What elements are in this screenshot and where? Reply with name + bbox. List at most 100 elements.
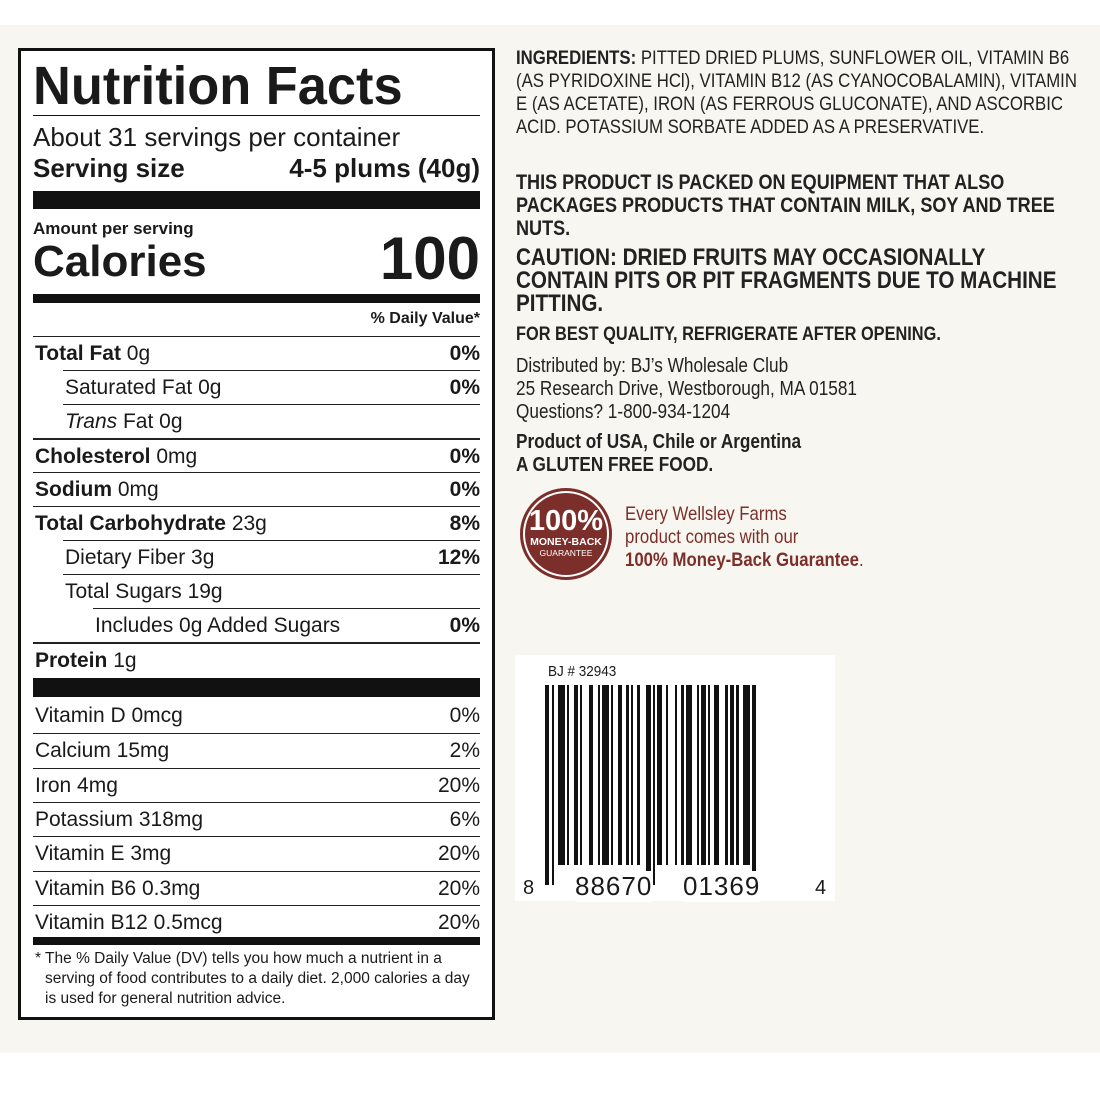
nutrient-row-sodium: Sodium 0mg 0% <box>33 472 480 507</box>
nutrient-dv: 0% <box>449 376 480 399</box>
nutrient-name: Total Fat <box>35 342 121 365</box>
guarantee-end: . <box>858 549 864 571</box>
daily-value-header: % Daily Value* <box>370 310 480 327</box>
nutrient-name-suffix: Fat <box>122 410 154 433</box>
ingredients-text: PITTED DRIED PLUMS, SUNFLOWER OIL, VITAM… <box>516 47 1077 138</box>
nutrient-name: Dietary Fiber <box>65 546 186 569</box>
storage-statement: FOR BEST QUALITY, REFRIGERATE AFTER OPEN… <box>516 323 1086 346</box>
amount-per-serving: Amount per serving <box>33 219 194 238</box>
barcode: BJ # 32943 8 88670 01369 4 <box>515 655 835 902</box>
nutrient-name: Total Sugars <box>65 580 182 603</box>
vitamin-row: Vitamin B6 0.3mg 20% <box>33 870 480 906</box>
nutrient-amount: 0g <box>126 342 151 365</box>
storage-text: FOR BEST QUALITY, REFRIGERATE AFTER OPEN… <box>516 324 941 345</box>
badge-line1: MONEY-BACK <box>530 536 602 548</box>
ingredients-label: INGREDIENTS: <box>516 47 637 69</box>
barcode-bar <box>707 685 710 865</box>
vitamin-name: Vitamin E 3mg <box>35 842 172 866</box>
nutrient-row-total-fat: Total Fat 0g 0% <box>33 336 480 371</box>
barcode-bar <box>736 685 739 865</box>
barcode-bar <box>589 685 594 865</box>
barcode-bar <box>674 685 677 865</box>
nutrient-row-total-sugars: Total Sugars 19g <box>63 574 480 609</box>
nutrient-name: Sodium <box>35 478 112 501</box>
medium-divider <box>33 937 480 945</box>
barcode-bar <box>573 685 578 865</box>
nutrient-amount: 0g <box>159 410 183 433</box>
money-back-guarantee-badge: 100% MONEY-BACK GUARANTEE <box>520 488 612 580</box>
vitamin-dv: 6% <box>449 807 480 831</box>
distributor-name: Distributed by: BJ’s Wholesale Club <box>516 355 789 377</box>
nutrient-amount: 19g <box>187 580 223 603</box>
barcode-bar <box>558 685 565 865</box>
vitamin-row: Potassium 318mg 6% <box>33 801 480 837</box>
barcode-bar <box>751 685 757 885</box>
nutrient-dv: 8% <box>449 512 480 535</box>
barcode-bar <box>685 685 693 865</box>
badge-line2: GUARANTEE <box>539 548 593 558</box>
guarantee-text: Every Wellsley Farms product comes with … <box>625 503 1100 572</box>
nutrient-name: Protein <box>35 649 108 672</box>
nutrient-amount: 0g <box>198 376 222 399</box>
barcode-bar <box>551 685 554 885</box>
footnote: * The % Daily Value (DV) tells you how m… <box>35 950 470 1007</box>
barcode-bar <box>743 685 750 865</box>
vitamin-row: Iron 4mg 20% <box>33 767 480 803</box>
calories-label: Calories <box>33 237 207 286</box>
vitamin-name: Vitamin D 0mcg <box>35 704 183 727</box>
nutrient-dv: 0% <box>449 614 480 637</box>
nutrient-amount: 0mg <box>156 445 198 468</box>
barcode-bar <box>681 685 684 865</box>
badge-percent: 100% <box>528 505 604 537</box>
nutrient-name: Total Carbohydrate <box>35 512 226 535</box>
barcode-bar <box>714 685 719 865</box>
vitamin-name: Iron 4mg <box>35 773 118 797</box>
nutrient-dv: 0% <box>449 342 480 365</box>
vitamin-row: Calcium 15mg 2% <box>33 733 480 768</box>
calories-value: 100 <box>379 225 480 292</box>
serving-size-label: Serving size <box>33 153 185 183</box>
distributor: Distributed by: BJ’s Wholesale Club 25 R… <box>516 355 1086 424</box>
vitamin-dv: 0% <box>449 704 480 727</box>
guarantee-bold: 100% Money-Back Guarantee <box>625 549 859 571</box>
barcode-bar <box>646 685 651 885</box>
nutrient-row-trans-fat: Trans Fat 0g <box>63 404 480 439</box>
item-number: BJ # 32943 <box>548 663 617 680</box>
divider <box>33 115 480 116</box>
origin-text: Product of USA, Chile or Argentina <box>516 431 802 453</box>
barcode-bar <box>545 685 550 885</box>
barcode-bar <box>611 685 614 865</box>
vitamin-name: Calcium 15mg <box>35 739 170 763</box>
nutrient-dv: 0% <box>449 445 480 468</box>
nutrient-dv: 12% <box>437 546 480 569</box>
barcode-group2: 01369 <box>683 871 761 902</box>
gluten-free-text: A GLUTEN FREE FOOD. <box>516 454 714 476</box>
vitamin-row: Vitamin E 3mg 20% <box>33 836 480 871</box>
allergen-statement: THIS PRODUCT IS PACKED ON EQUIPMENT THAT… <box>516 171 1086 240</box>
thick-divider <box>33 191 480 209</box>
nutrient-row-cholesterol: Cholesterol 0mg 0% <box>33 438 480 474</box>
nutrient-amount: 0mg <box>117 478 159 501</box>
nutrient-row-dietary-fiber: Dietary Fiber 3g 12% <box>63 540 480 575</box>
nutrient-name: Cholesterol <box>35 445 151 468</box>
barcode-bar <box>725 685 728 865</box>
barcode-bar <box>729 685 735 865</box>
nutrient-name: Includes 0g Added Sugars <box>95 614 341 637</box>
barcode-bar <box>602 685 609 865</box>
origin: Product of USA, Chile or Argentina A GLU… <box>516 431 1086 477</box>
barcode-digit-left: 8 <box>523 877 535 899</box>
vitamin-name: Potassium 318mg <box>35 807 204 831</box>
barcode-bar <box>657 685 662 865</box>
barcode-bar <box>617 685 622 865</box>
barcode-digit-right: 4 <box>815 877 827 899</box>
nutrient-name: Trans <box>65 410 118 433</box>
barcode-bar <box>626 685 629 865</box>
caution-text: CAUTION: DRIED FRUITS MAY OCCASIONALLY C… <box>516 244 1057 317</box>
nutrient-amount: 3g <box>191 546 215 569</box>
caution-statement: CAUTION: DRIED FRUITS MAY OCCASIONALLY C… <box>516 244 1086 317</box>
barcode-bar <box>666 685 669 865</box>
vitamin-row: Vitamin D 0mcg 0% <box>33 699 480 733</box>
nutrient-row-added-sugars: Includes 0g Added Sugars 0% <box>93 608 480 643</box>
vitamin-dv: 2% <box>449 739 480 763</box>
ingredients: INGREDIENTS: PITTED DRIED PLUMS, SUNFLOW… <box>516 47 1086 139</box>
